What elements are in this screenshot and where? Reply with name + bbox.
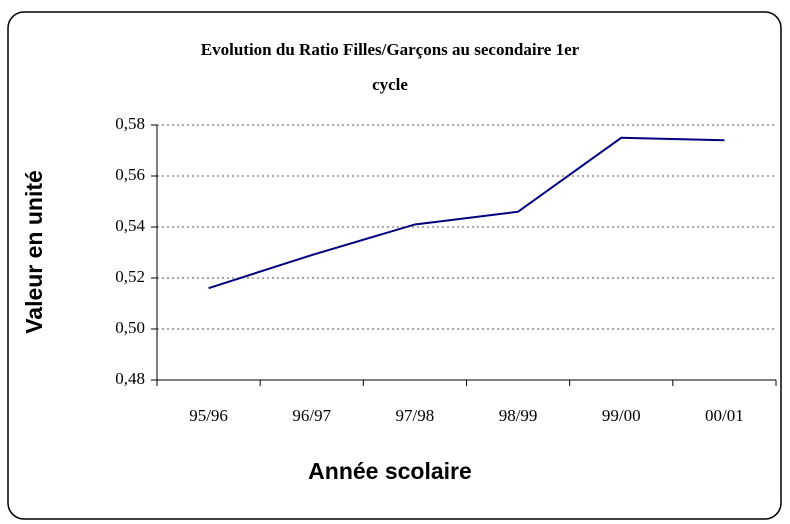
y-tick-label: 0,58 [115, 114, 145, 133]
y-tick-label: 0,52 [115, 267, 145, 286]
x-tick-label: 95/96 [189, 406, 228, 425]
x-axis-title: Année scolaire [308, 458, 472, 484]
y-tick-label: 0,50 [115, 318, 145, 337]
y-tick-label: 0,54 [115, 216, 145, 235]
x-tick-label: 96/97 [292, 406, 331, 425]
x-tick-label: 99/00 [602, 406, 641, 425]
x-tick-label: 97/98 [396, 406, 435, 425]
chart-title: Evolution du Ratio Filles/Garçons au sec… [200, 40, 580, 94]
chart-border [7, 11, 782, 520]
y-axis-title: Valeur en unité [21, 170, 47, 334]
y-tick-label: 0,56 [115, 165, 145, 184]
y-tick-label: 0,48 [115, 369, 145, 388]
x-tick-label: 98/99 [499, 406, 538, 425]
x-tick-label: 00/01 [705, 406, 744, 425]
data-line [208, 136, 725, 290]
